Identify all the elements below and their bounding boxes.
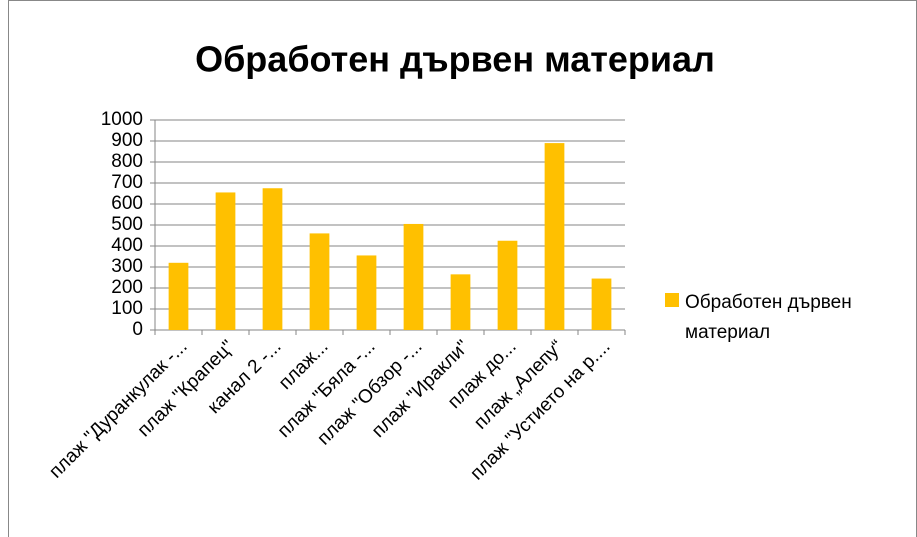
bar [591,278,612,330]
y-tick-label: 700 [111,172,143,193]
y-tick-label: 300 [111,256,143,277]
legend: Обработен дървен материал [665,288,895,348]
bar [544,143,565,330]
y-tick-label: 800 [111,151,143,172]
legend-label: Обработен дървен материал [685,292,852,343]
y-tick-label: 0 [132,319,143,340]
bar [262,188,283,330]
bar [309,233,330,330]
y-tick-label: 400 [111,235,143,256]
chart-title: Обработен дървен материал [195,39,715,80]
bar [168,262,189,330]
bar [450,274,471,330]
y-tick-label: 200 [111,277,143,298]
y-tick-label: 900 [111,130,143,151]
y-tick-label: 600 [111,193,143,214]
bar [497,240,518,330]
bar [356,255,377,330]
bar [403,223,424,330]
chart-frame [8,0,917,537]
y-tick-label: 500 [111,214,143,235]
y-tick-label: 100 [111,298,143,319]
y-tick-label: 1000 [101,109,143,130]
bar [215,192,236,330]
legend-swatch [665,293,679,307]
